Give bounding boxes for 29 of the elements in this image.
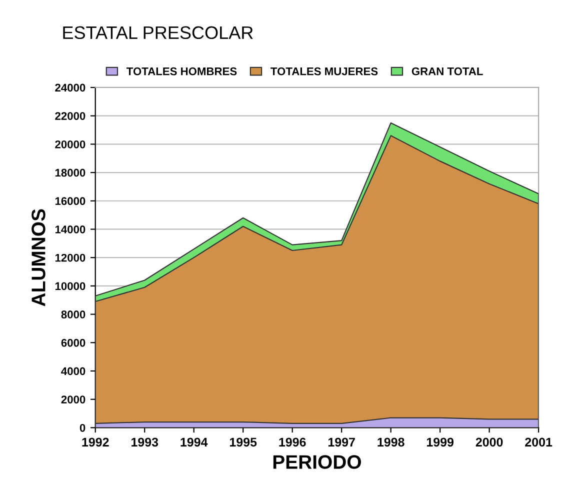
x-tick-label: 1995 <box>230 438 257 447</box>
legend-label: TOTALES MUJERES <box>270 67 378 76</box>
x-tick-label: 1998 <box>378 438 404 447</box>
x-tick-label: 1997 <box>328 438 355 447</box>
x-tick-label: 1992 <box>82 438 109 447</box>
x-tick-label: 2000 <box>476 438 503 447</box>
y-tick-label: 24000 <box>55 84 86 92</box>
x-axis-title: PERIODO <box>273 455 361 469</box>
y-tick-label: 20000 <box>55 140 86 148</box>
y-tick-label: 2000 <box>61 396 86 404</box>
y-tick-label: 14000 <box>55 225 86 234</box>
y-axis-title: ALUMNOS <box>32 209 46 306</box>
x-tick-label: 1993 <box>132 438 158 447</box>
x-tick-label: 1994 <box>180 438 208 447</box>
y-tick-label: 22000 <box>55 112 86 120</box>
y-tick-label: 12000 <box>55 254 86 262</box>
y-tick-label: 18000 <box>55 168 86 177</box>
x-tick-label: 1996 <box>279 438 306 447</box>
x-tick-label: 1999 <box>426 438 454 447</box>
legend-label: TOTALES HOMBRES <box>126 67 237 76</box>
y-tick-label: 16000 <box>55 197 86 206</box>
y-tick-label: 4000 <box>61 367 86 376</box>
y-tick-label: 8000 <box>61 310 86 318</box>
legend-label: GRAN TOTAL <box>412 67 483 76</box>
x-tick-label: 2001 <box>525 438 552 447</box>
y-tick-label: 6000 <box>61 338 86 347</box>
y-tick-label: 10000 <box>55 282 86 290</box>
y-tick-label: 0 <box>80 424 86 432</box>
chart-title: ESTATAL PRESCOLAR <box>63 26 253 40</box>
